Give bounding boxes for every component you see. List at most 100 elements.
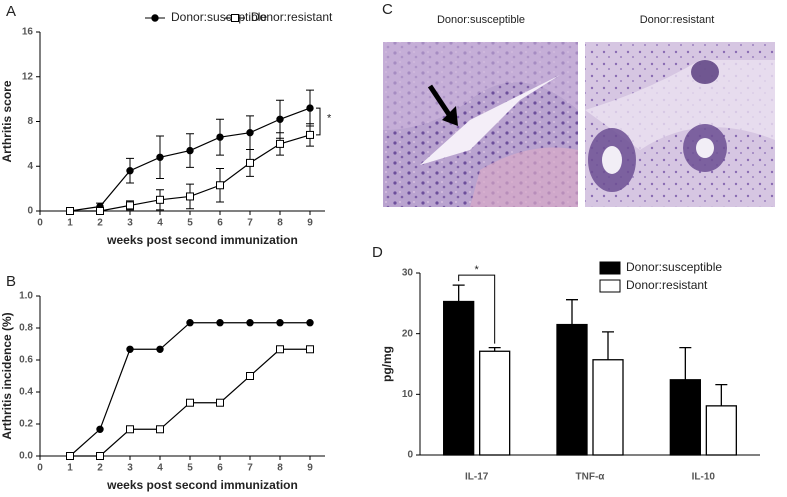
histology-right [585, 42, 775, 207]
marker [216, 133, 224, 141]
image-title: Donor:susceptible [437, 14, 525, 26]
marker [276, 345, 284, 354]
marker [96, 452, 104, 460]
bar [479, 350, 511, 456]
significance-bracket [458, 274, 496, 344]
x-tick-label: 4 [157, 218, 163, 229]
y-tick-label: 10 [402, 389, 414, 400]
y-tick-label: 0.0 [19, 451, 33, 462]
marker [216, 319, 224, 327]
x-tick-label: 8 [277, 218, 283, 229]
marker [126, 167, 134, 175]
marker [276, 115, 284, 123]
x-tick-label: 4 [157, 463, 163, 474]
y-tick-label: 1.0 [19, 291, 33, 302]
bar [443, 300, 475, 456]
marker [231, 14, 239, 22]
x-tick-label: 7 [247, 463, 253, 474]
x-tick-label: TNF-α [576, 472, 606, 483]
x-tick-label: 9 [307, 463, 313, 474]
marker [186, 146, 194, 155]
x-tick-label: 2 [97, 463, 103, 474]
bar [669, 379, 701, 456]
x-tick-label: 2 [97, 218, 103, 229]
legend-swatch [599, 279, 621, 293]
marker [246, 319, 254, 327]
bar [556, 323, 588, 456]
y-axis-label: pg/mg [380, 346, 394, 382]
marker [276, 319, 284, 327]
significance-bracket [316, 107, 321, 136]
x-tick-label: 0 [37, 463, 43, 474]
y-tick-label: 8 [27, 116, 33, 127]
x-tick-label: 6 [217, 218, 223, 229]
error-bar [602, 331, 614, 360]
x-tick-label: IL-10 [692, 472, 716, 483]
y-tick-label: 0.6 [19, 355, 33, 366]
image-title: Donor:resistant [640, 14, 715, 26]
marker [66, 207, 74, 215]
panel-label: C [382, 1, 393, 18]
x-axis-label: weeks post second immunization [106, 478, 298, 492]
x-tick-label: 9 [307, 218, 313, 229]
error-bar [679, 346, 692, 380]
marker [156, 345, 164, 353]
y-tick-label: 4 [27, 161, 33, 172]
marker [156, 425, 164, 434]
y-tick-label: 0 [407, 450, 413, 461]
error-bar [715, 383, 728, 406]
significance-label: * [475, 264, 480, 276]
marker [156, 195, 164, 204]
y-tick-label: 12 [22, 71, 34, 82]
marker [151, 14, 159, 22]
marker [306, 319, 314, 327]
y-tick-label: 30 [402, 268, 414, 279]
marker [306, 345, 314, 354]
x-tick-label: 1 [67, 463, 73, 474]
x-tick-label: IL-17 [465, 472, 489, 483]
legend-label: Donor:susceptible [171, 10, 267, 24]
error-bar [452, 284, 465, 302]
bar [592, 359, 624, 456]
marker [126, 201, 134, 210]
bar [705, 405, 737, 456]
panel-label: A [6, 3, 16, 20]
marker [306, 104, 314, 112]
y-tick-label: 16 [22, 27, 34, 38]
marker [126, 425, 134, 434]
x-tick-label: 5 [187, 463, 193, 474]
error-bar [566, 299, 578, 325]
marker [246, 158, 254, 167]
x-tick-label: 7 [247, 218, 253, 229]
marker [96, 207, 104, 215]
y-tick-label: 0 [27, 206, 33, 217]
x-tick-label: 3 [127, 463, 133, 474]
histology-left [383, 42, 578, 207]
x-tick-label: 1 [67, 218, 73, 229]
marker [246, 128, 254, 137]
marker [216, 181, 224, 190]
x-tick-label: 8 [277, 463, 283, 474]
y-axis-label: Arthritis score [0, 80, 14, 162]
marker [276, 139, 284, 148]
x-tick-label: 0 [37, 218, 43, 229]
y-tick-label: 0.4 [19, 387, 33, 398]
marker [246, 372, 254, 380]
y-tick-label: 0.2 [19, 419, 33, 430]
x-tick-label: 5 [187, 218, 193, 229]
y-tick-label: 20 [402, 328, 414, 339]
marker [96, 425, 104, 433]
legend-label: Donor:resistant [251, 10, 333, 24]
y-axis-label: Arthritis incidence (%) [0, 312, 14, 439]
line [69, 322, 310, 457]
marker [126, 345, 134, 353]
legend-swatch [599, 261, 621, 275]
x-tick-label: 3 [127, 218, 133, 229]
marker [66, 452, 74, 460]
marker [156, 153, 164, 162]
panel-label: B [6, 273, 16, 290]
marker [186, 319, 194, 327]
marker [306, 130, 314, 139]
panel-label: D [372, 244, 383, 261]
